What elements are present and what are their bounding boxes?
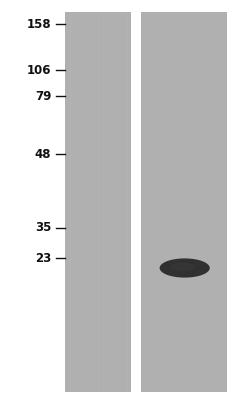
Text: 106: 106: [27, 64, 51, 76]
Text: 48: 48: [35, 148, 51, 160]
FancyBboxPatch shape: [65, 12, 131, 392]
Text: 79: 79: [35, 90, 51, 102]
Text: 158: 158: [27, 18, 51, 30]
FancyBboxPatch shape: [141, 12, 226, 392]
Text: 35: 35: [35, 222, 51, 234]
Ellipse shape: [159, 258, 209, 278]
Text: 23: 23: [35, 252, 51, 264]
Ellipse shape: [169, 262, 194, 271]
